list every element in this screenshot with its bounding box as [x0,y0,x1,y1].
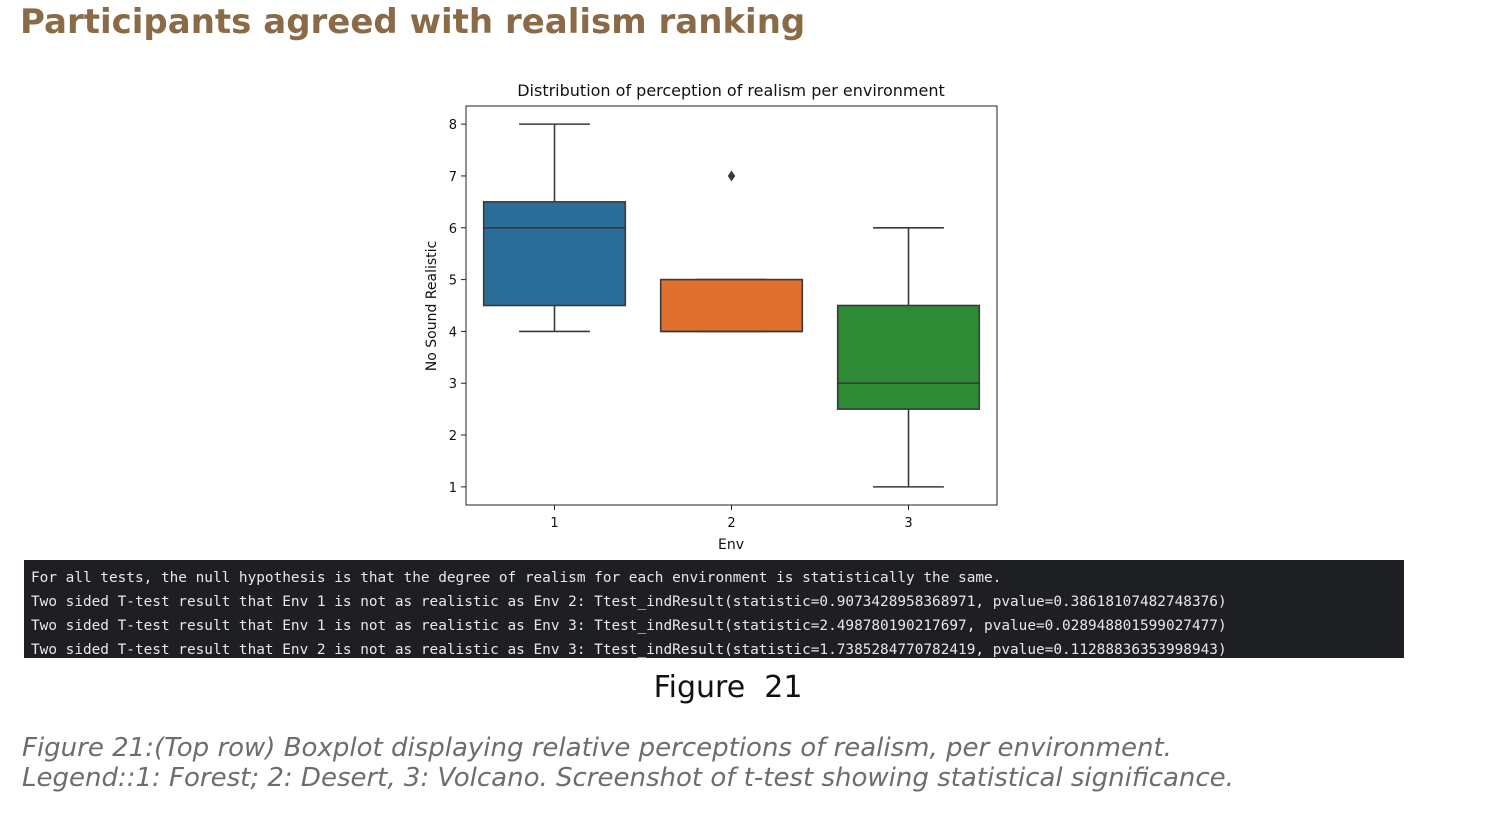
y-tick-label: 3 [449,377,457,392]
y-tick-label: 2 [449,429,457,444]
y-tick-label: 8 [449,118,457,133]
y-tick-label: 6 [449,222,457,237]
slide-heading: Participants agreed with realism ranking [20,2,806,42]
box-env-2 [659,278,804,333]
console-line: For all tests, the null hypothesis is th… [31,570,1002,586]
outlier-point [727,170,736,182]
plot-frame [465,105,998,506]
y-tick-label: 7 [449,170,457,185]
y-axis-label: No Sound Realistic [424,241,440,371]
x-tick-label: 2 [727,516,735,531]
caption-line-1: Figure 21:(Top row) Boxplot displaying r… [22,733,1172,763]
caption-line-2: Legend::1: Forest; 2: Desert, 3: Volcano… [22,763,1234,793]
chart-title: Distribution of perception of realism pe… [517,81,945,100]
x-tick-label: 3 [904,516,912,531]
y-tick-label: 1 [449,481,457,496]
figure-caption: Figure 21:(Top row) Boxplot displaying r… [22,733,1234,793]
x-tick-label: 1 [550,516,558,531]
box-env-3 [836,304,981,410]
x-axis-label: Env [718,537,744,553]
ttest-console-output: For all tests, the null hypothesis is th… [24,560,1404,658]
console-line: Two sided T-test result that Env 1 is no… [31,618,1227,634]
box-env-1 [482,201,627,307]
y-tick-label: 4 [449,325,457,340]
y-tick-label: 5 [449,274,457,289]
console-line: Two sided T-test result that Env 1 is no… [31,594,1227,610]
figure-label: Figure 21 [653,670,803,705]
console-line: Two sided T-test result that Env 2 is no… [31,642,1227,658]
